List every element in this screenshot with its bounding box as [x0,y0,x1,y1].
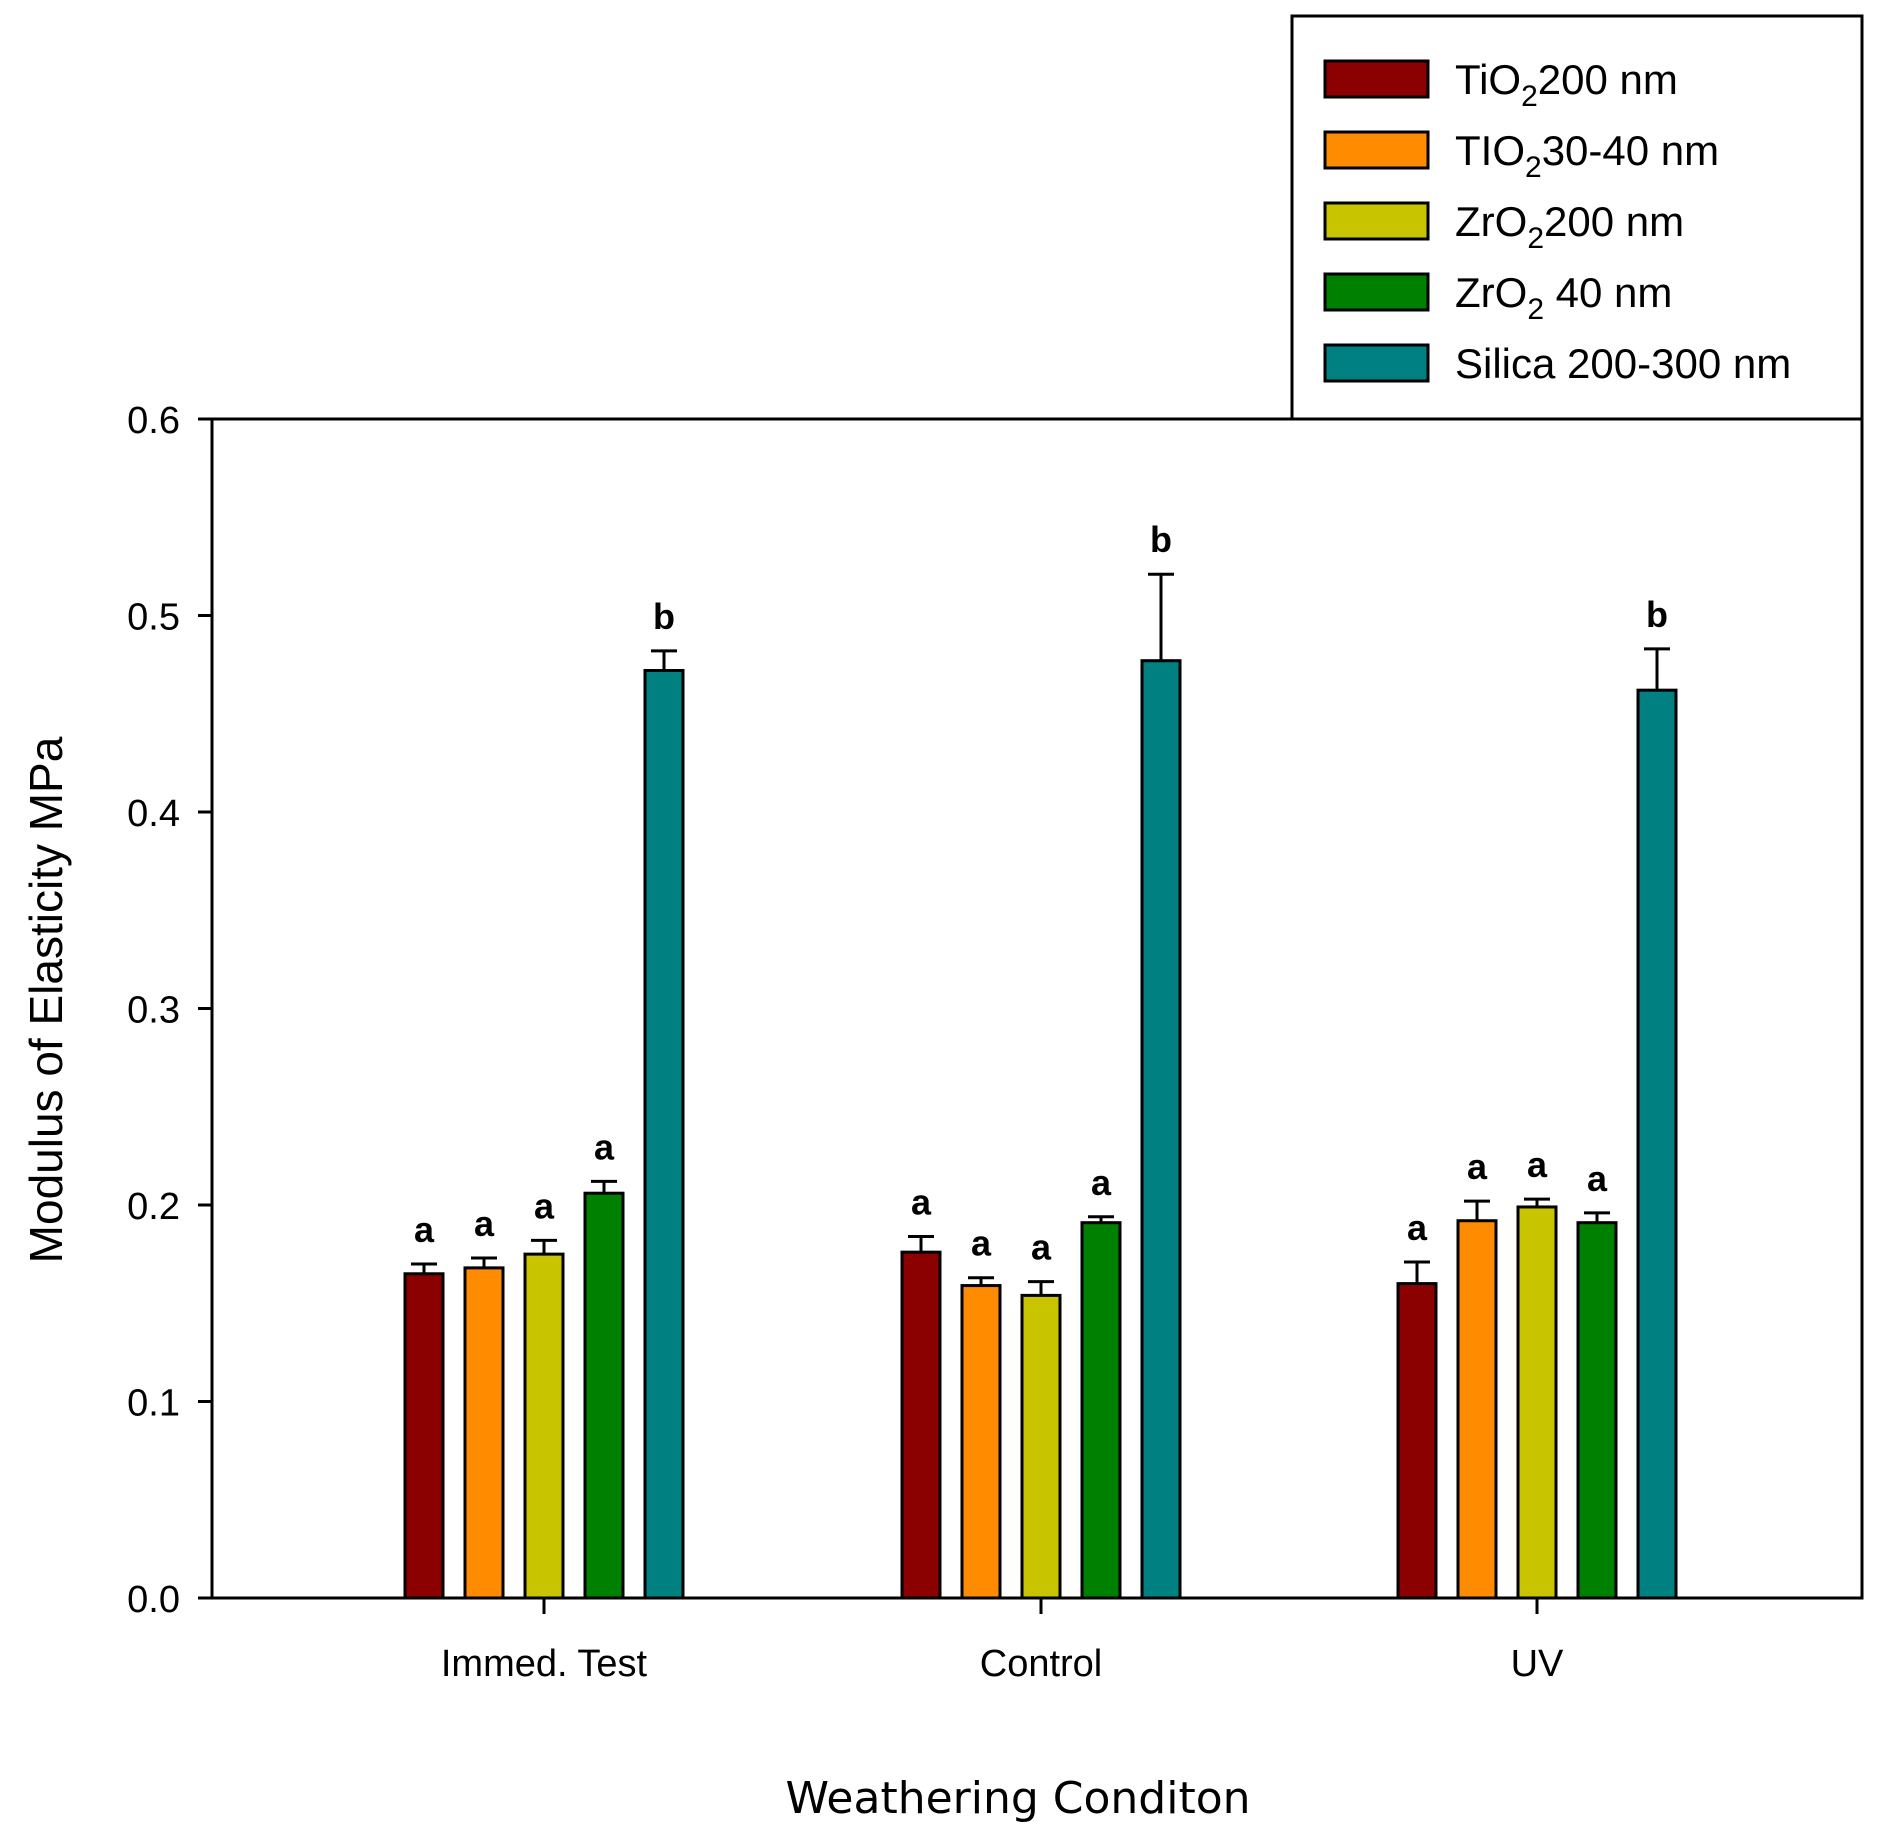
significance-label: a [1031,1227,1052,1268]
legend-label: TIO230-40 nm [1455,127,1719,184]
y-tick-label: 0.1 [127,1383,180,1425]
y-tick-label: 0.5 [127,597,180,639]
bar [960,1284,1002,1600]
y-tick-label: 0.0 [127,1579,180,1621]
bar [403,1272,445,1600]
significance-label: b [653,596,675,637]
legend: TiO2200 nm TIO230-40 nm ZrO2200 nm ZrO2 40 … [1290,14,1864,421]
significance-label: b [1646,594,1668,635]
y-tick-label: 0.3 [127,990,180,1032]
x-tick-label: Immed. Test [441,1643,648,1685]
legend-label: ZrO2200 nm [1455,198,1684,255]
bar [523,1252,565,1600]
bar [1396,1282,1438,1600]
significance-label: a [534,1185,555,1226]
bar [463,1266,505,1600]
y-tick-label: 0.6 [127,400,180,442]
significance-label: a [1527,1144,1548,1185]
significance-label: a [414,1209,435,1250]
bar [1516,1205,1558,1600]
significance-label: a [474,1203,495,1244]
legend-swatch [1323,272,1430,312]
legend-swatch [1323,201,1430,241]
bar [1576,1221,1618,1600]
legend-swatch [1323,130,1430,170]
bar [1456,1219,1498,1600]
bar [583,1191,625,1600]
legend-label: ZrO2 40 nm [1455,269,1672,326]
significance-label: b [1150,519,1172,560]
y-tick-label: 0.2 [127,1186,180,1228]
significance-label: a [1587,1158,1608,1199]
x-axis-title: Weathering Conditon [785,1773,1250,1824]
legend-label: TiO2200 nm [1455,56,1678,113]
y-axis-title: Modulus of Elasticity MPa [20,736,72,1263]
significance-label: a [971,1223,992,1264]
bar [900,1250,942,1600]
bar [643,669,685,1600]
significance-label: a [1091,1162,1112,1203]
bar [1020,1293,1062,1600]
bar [1140,659,1182,1600]
significance-label: a [1407,1207,1428,1248]
legend-label: Silica 200-300 nm [1455,340,1791,387]
x-tick-label: UV [1511,1643,1564,1685]
significance-label: a [1467,1146,1488,1187]
x-tick-label: Control [980,1643,1103,1685]
significance-label: a [911,1181,932,1222]
legend-swatch [1323,343,1430,383]
legend-swatch [1323,59,1430,99]
bar [1636,688,1678,1600]
significance-label: a [594,1126,615,1167]
y-tick-label: 0.4 [127,793,180,835]
bar [1080,1221,1122,1600]
